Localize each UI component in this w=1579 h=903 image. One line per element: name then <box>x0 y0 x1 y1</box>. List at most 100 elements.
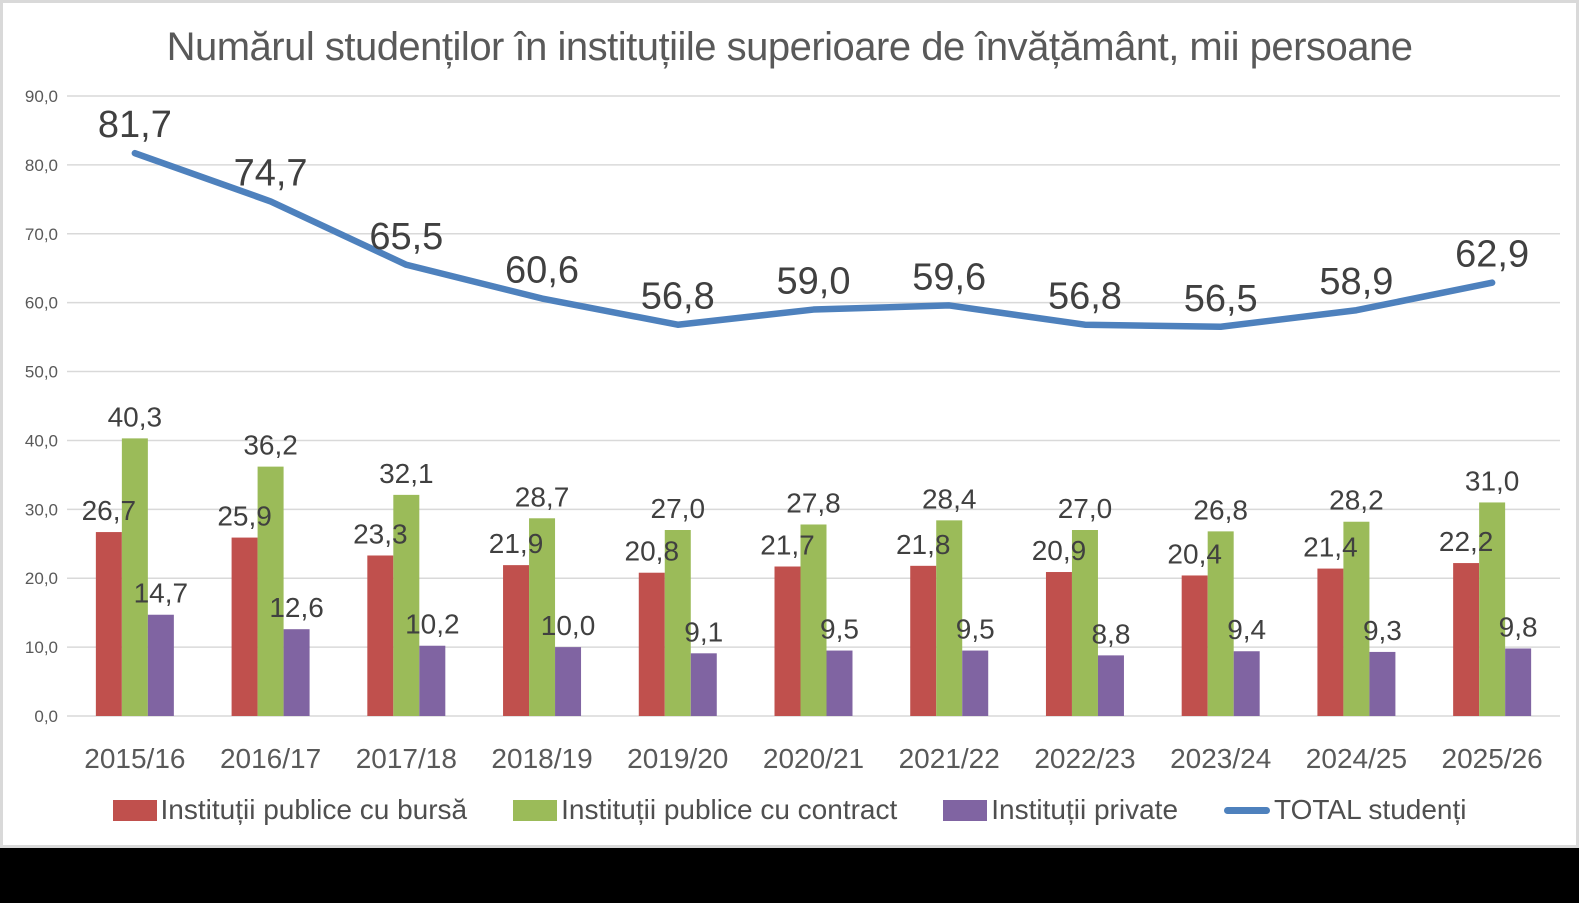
x-axis-category-label: 2023/24 <box>1170 743 1271 774</box>
bar-data-label: 27,0 <box>651 493 706 524</box>
bar-3 <box>1097 655 1124 716</box>
y-axis-tick-label: 60,0 <box>25 294 58 313</box>
bar-data-label: 9,5 <box>956 614 995 645</box>
bar-2 <box>529 518 556 716</box>
total-line <box>131 149 1496 331</box>
bar-3 <box>1233 651 1260 716</box>
bar-2 <box>121 438 148 716</box>
bar-data-label: 9,3 <box>1363 615 1402 646</box>
bar-1 <box>774 566 801 716</box>
x-axis-category-label: 2018/19 <box>491 743 592 774</box>
x-axis-category-label: 2021/22 <box>899 743 1000 774</box>
line-data-label: 60,6 <box>505 250 579 292</box>
line-data-label: 62,9 <box>1455 234 1529 276</box>
chart-legend: Instituții publice cu bursă Instituții pu… <box>3 794 1576 826</box>
bar-1 <box>367 555 394 716</box>
y-axis-tick-label: 70,0 <box>25 225 58 244</box>
bar-data-label: 36,2 <box>243 430 298 461</box>
legend-item: Instituții publice cu contract <box>513 794 897 826</box>
line-data-label: 59,0 <box>777 261 851 303</box>
y-axis-tick-label: 90,0 <box>25 87 58 106</box>
bar-data-label: 8,8 <box>1091 618 1130 649</box>
bar-data-label: 9,1 <box>684 616 723 647</box>
legend-item: Instituții private <box>943 794 1178 826</box>
x-axis-category-label: 2022/23 <box>1034 743 1135 774</box>
bar-data-label: 27,8 <box>786 487 841 518</box>
bar-2 <box>1071 530 1098 716</box>
bottom-bar <box>0 848 1579 903</box>
bar-2 <box>393 494 420 716</box>
chart-title: Numărul studenților în instituțiile supe… <box>166 25 1413 69</box>
bar-3 <box>147 614 174 716</box>
bar-3 <box>1369 651 1396 716</box>
bar-data-label: 26,7 <box>82 495 137 526</box>
bar-data-label: 23,3 <box>353 518 408 549</box>
legend-label: Instituții private <box>991 794 1179 825</box>
bar-data-label: 31,0 <box>1465 465 1520 496</box>
legend-color-swatch-icon <box>112 799 157 821</box>
bar-3 <box>826 650 853 716</box>
bar-data-label: 20,8 <box>625 536 680 567</box>
bar-2 <box>664 530 691 716</box>
bar-data-label: 10,0 <box>541 610 596 641</box>
bar-1 <box>1045 572 1072 716</box>
legend-label: TOTAL studenți <box>1274 794 1467 825</box>
line-data-label: 81,7 <box>98 104 172 146</box>
x-axis-category-label: 2020/21 <box>763 743 864 774</box>
bar-data-label: 21,9 <box>489 528 544 559</box>
bar-data-label: 28,2 <box>1329 485 1384 516</box>
x-axis-category-label: 2016/17 <box>220 743 321 774</box>
bar-3 <box>555 647 582 716</box>
y-axis-tick-label: 80,0 <box>25 156 58 175</box>
bar-data-label: 9,8 <box>1499 611 1538 642</box>
y-axis-tick-label: 10,0 <box>25 638 58 657</box>
y-axis-tick-label: 20,0 <box>25 569 58 588</box>
y-axis-tick-label: 30,0 <box>25 500 58 519</box>
bar-data-label: 20,9 <box>1032 535 1087 566</box>
bar-1 <box>503 565 530 716</box>
x-axis-category-label: 2015/16 <box>84 743 185 774</box>
bar-data-label: 9,5 <box>820 614 859 645</box>
bar-3 <box>419 645 446 716</box>
legend-item: Instituții publice cu bursă <box>112 794 468 826</box>
bar-data-label: 22,2 <box>1439 526 1494 557</box>
bar-3 <box>690 653 717 716</box>
line-data-label: 74,7 <box>234 152 308 194</box>
legend-item: TOTAL studenți <box>1224 794 1467 826</box>
x-axis-category-label: 2017/18 <box>356 743 457 774</box>
legend-label: Instituții publice cu bursă <box>160 794 468 825</box>
x-axis-category-label: 2025/26 <box>1442 743 1543 774</box>
bar-2 <box>1479 502 1506 716</box>
bar-1 <box>1181 575 1208 716</box>
line-data-label: 56,8 <box>1048 276 1122 318</box>
bar-data-label: 21,8 <box>896 529 951 560</box>
bar-2 <box>1207 531 1234 716</box>
line-data-label: 56,8 <box>641 276 715 318</box>
bar-data-label: 14,7 <box>134 578 189 609</box>
bar-data-label: 25,9 <box>217 501 272 532</box>
legend-color-swatch-icon <box>943 799 988 821</box>
x-axis-category-label: 2019/20 <box>627 743 728 774</box>
chart-svg: 0,0 10,0 20,0 30,0 40,0 50,0 60,0 70,0 80,0 90,0 2… <box>25 87 1560 774</box>
bar-2 <box>800 524 827 716</box>
legend-color-swatch-icon <box>513 799 558 821</box>
line-data-label: 56,5 <box>1184 278 1258 320</box>
bar-data-label: 28,4 <box>922 483 977 514</box>
bar-data-label: 26,8 <box>1193 494 1248 525</box>
bar-3 <box>1505 648 1532 716</box>
chart-card: Numărul studenților în instituțiile supe… <box>0 0 1579 848</box>
bar-1 <box>1317 568 1344 716</box>
bar-2 <box>936 520 963 716</box>
bar-2 <box>257 466 284 716</box>
bar-data-label: 27,0 <box>1058 493 1113 524</box>
y-axis-tick-label: 40,0 <box>25 431 58 450</box>
bar-1 <box>638 572 665 716</box>
bar-1 <box>1453 563 1480 716</box>
bar-1 <box>95 532 122 716</box>
y-axis-tick-label: 50,0 <box>25 363 58 382</box>
bar-1 <box>231 537 258 716</box>
y-axis-tick-label: 0,0 <box>34 707 58 726</box>
line-data-label: 59,6 <box>912 256 986 298</box>
bar-data-label: 9,4 <box>1227 614 1266 645</box>
bar-2 <box>1343 521 1370 716</box>
